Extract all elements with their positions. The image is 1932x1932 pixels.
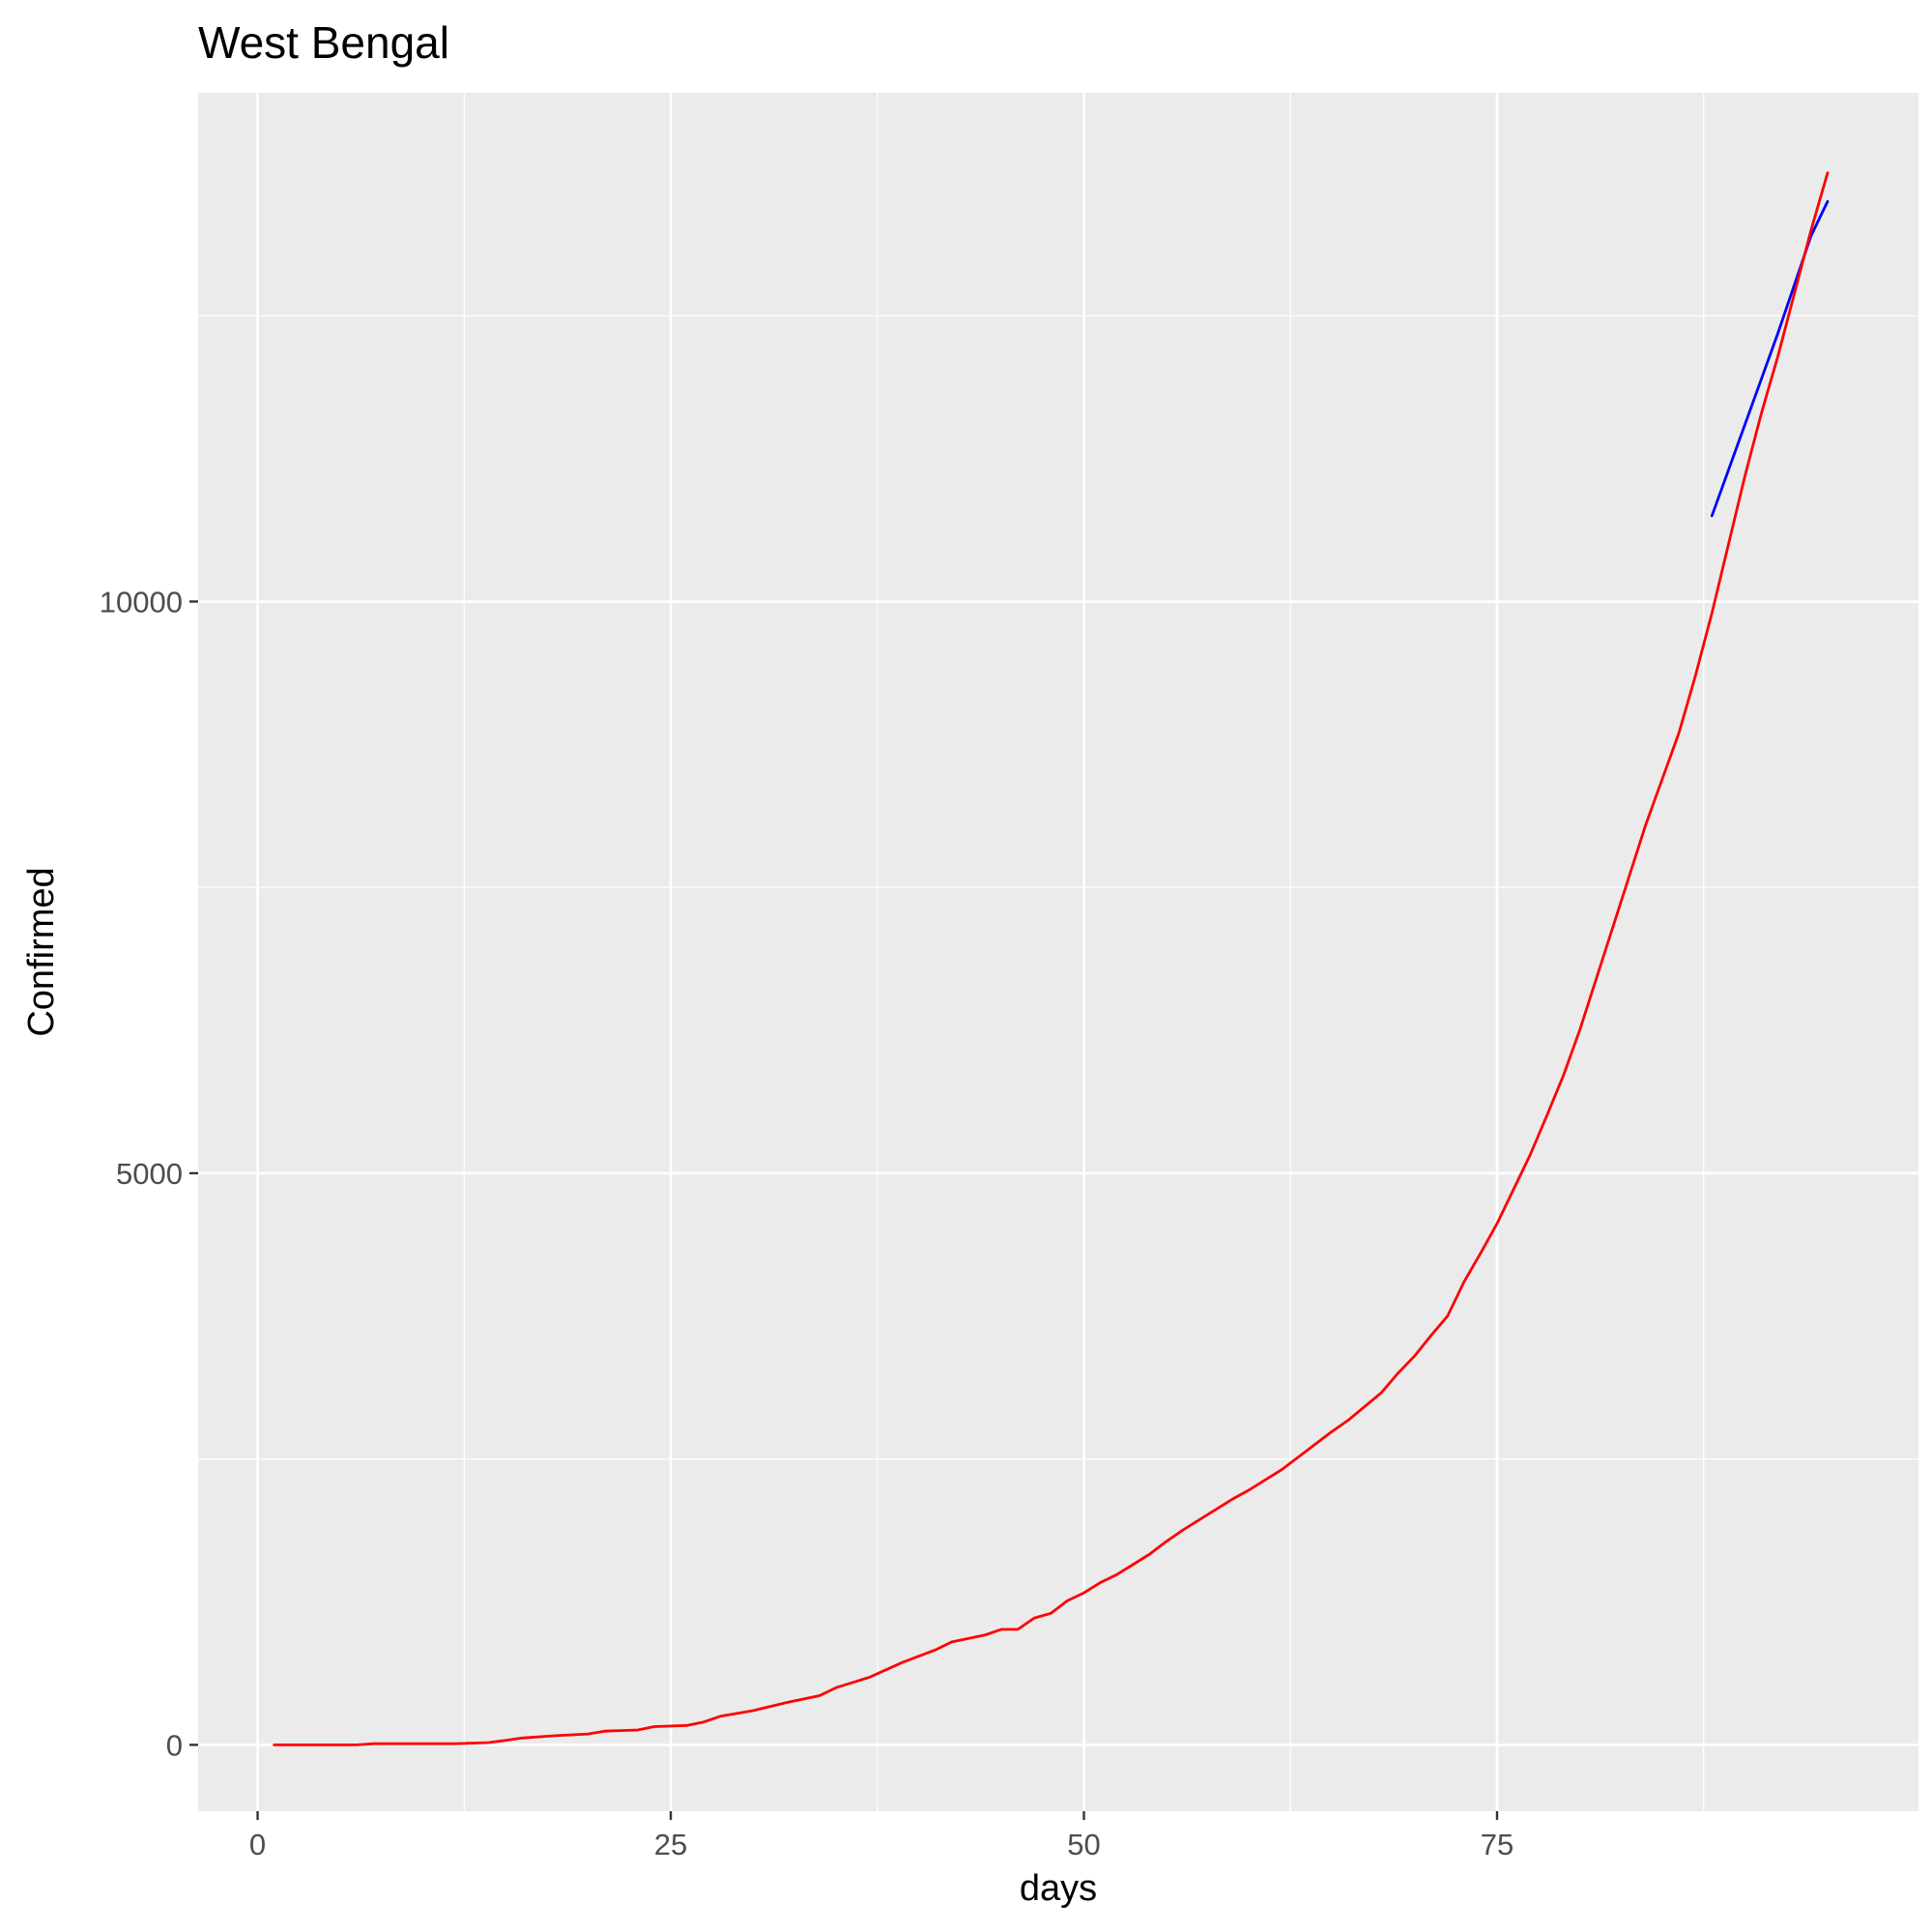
y-tick-label: 5000 — [116, 1157, 183, 1191]
major-grid — [198, 93, 1918, 1811]
x-tick-label: 75 — [1481, 1828, 1514, 1861]
minor-grid — [198, 93, 1918, 1811]
y-axis-title: Confirmed — [21, 867, 62, 1036]
tick-labels: 0 25 50 75 0 5000 10000 — [100, 585, 1514, 1861]
x-axis-title: days — [1020, 1868, 1097, 1909]
plot-panel — [198, 93, 1918, 1811]
x-tick-label: 50 — [1067, 1828, 1100, 1861]
y-tick-label: 0 — [166, 1728, 183, 1762]
x-tick-label: 0 — [249, 1828, 266, 1861]
series-line-red — [273, 171, 1830, 1746]
series-line-blue — [1710, 199, 1830, 518]
chart-title: West Bengal — [198, 17, 449, 68]
axis-ticks — [189, 600, 1499, 1820]
series-layer — [273, 171, 1830, 1746]
y-tick-label: 10000 — [100, 585, 183, 619]
x-tick-label: 25 — [654, 1828, 687, 1861]
